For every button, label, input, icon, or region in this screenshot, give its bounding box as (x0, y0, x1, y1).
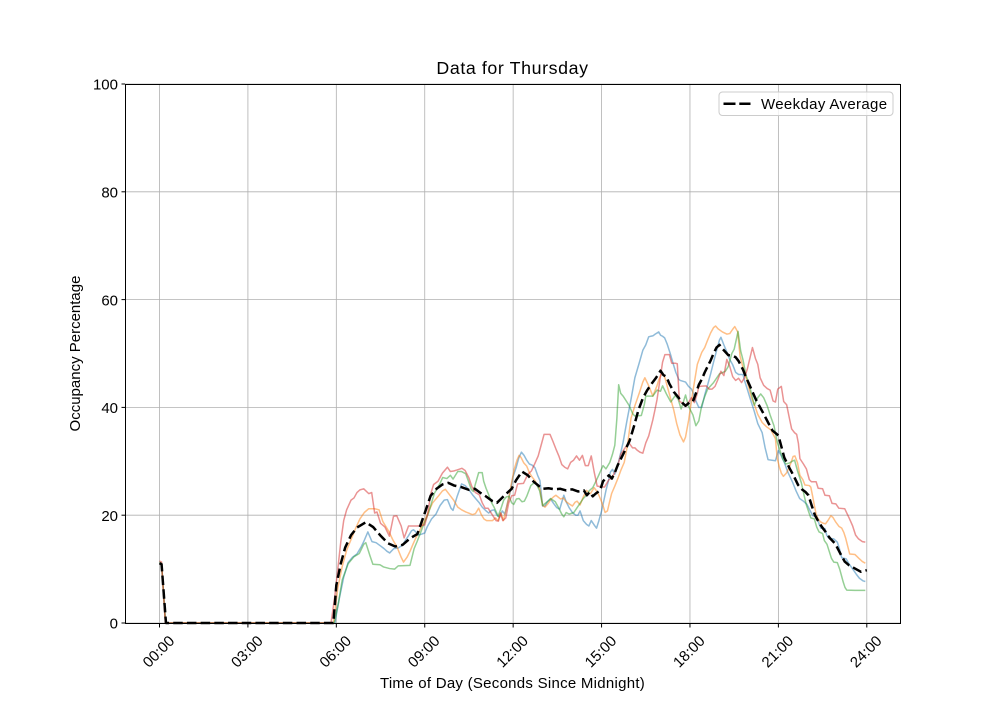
svg-text:60: 60 (101, 292, 118, 309)
svg-text:20: 20 (101, 508, 118, 525)
svg-text:Time of Day (Seconds Since Mid: Time of Day (Seconds Since Midnight) (380, 675, 645, 692)
svg-text:Occupancy Percentage: Occupancy Percentage (67, 276, 84, 432)
svg-text:Data for Thursday: Data for Thursday (436, 58, 588, 78)
svg-text:40: 40 (101, 400, 118, 417)
svg-text:100: 100 (93, 77, 118, 94)
svg-text:Weekday Average: Weekday Average (761, 96, 887, 113)
svg-text:80: 80 (101, 185, 118, 202)
svg-text:0: 0 (110, 616, 118, 633)
